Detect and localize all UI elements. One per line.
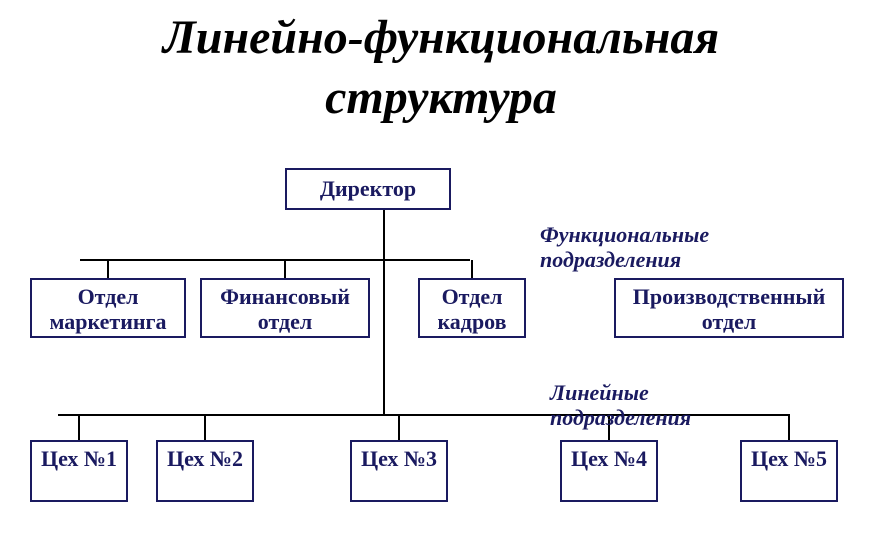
label-functional-line2: подразделения — [540, 247, 681, 272]
label-functional-line1: Функциональные — [540, 222, 709, 247]
node-workshop-5: Цех №5 — [740, 440, 838, 502]
page-title-line2: структура — [0, 70, 882, 125]
node-workshop-1-label: Цех №1 — [41, 446, 117, 471]
diagram-canvas: Линейно-функциональная структура Функцио… — [0, 0, 882, 549]
page-title-line1: Линейно-функциональная — [0, 10, 882, 65]
label-linear-line2: подразделения — [550, 405, 691, 430]
node-workshop-4-label: Цех №4 — [571, 446, 647, 471]
label-functional: Функциональные подразделения — [540, 222, 709, 273]
label-linear-line1: Линейные — [550, 380, 649, 405]
node-workshop-3: Цех №3 — [350, 440, 448, 502]
node-production-label: Производственный отдел — [616, 284, 842, 335]
node-workshop-2-label: Цех №2 — [167, 446, 243, 471]
node-workshop-4: Цех №4 — [560, 440, 658, 502]
node-workshop-1: Цех №1 — [30, 440, 128, 502]
node-workshop-3-label: Цех №3 — [361, 446, 437, 471]
node-finance-label: Финансовый отдел — [202, 284, 368, 335]
node-marketing-label: Отдел маркетинга — [32, 284, 184, 335]
node-finance: Финансовый отдел — [200, 278, 370, 338]
node-workshop-5-label: Цех №5 — [751, 446, 827, 471]
node-director-label: Директор — [320, 176, 416, 201]
node-workshop-2: Цех №2 — [156, 440, 254, 502]
label-linear: Линейные подразделения — [550, 380, 691, 431]
node-production: Производственный отдел — [614, 278, 844, 338]
node-hr-label: Отдел кадров — [420, 284, 524, 335]
node-hr: Отдел кадров — [418, 278, 526, 338]
node-director: Директор — [285, 168, 451, 210]
node-marketing: Отдел маркетинга — [30, 278, 186, 338]
